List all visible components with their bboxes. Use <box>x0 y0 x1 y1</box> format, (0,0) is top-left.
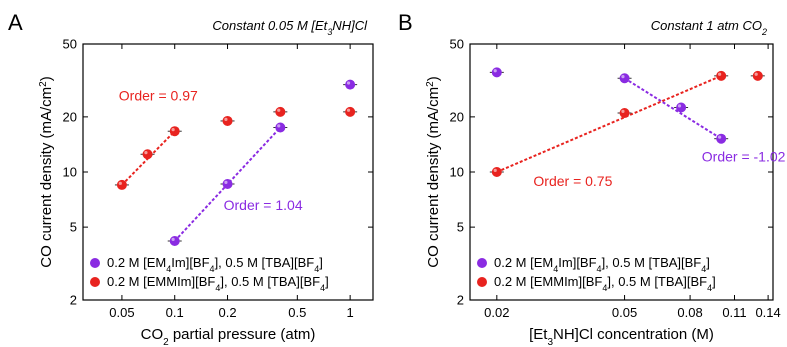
order-label: Order = -1.02 <box>702 149 786 165</box>
y-axis-title: CO current density (mA/cm2) <box>425 76 443 267</box>
data-point <box>275 122 286 133</box>
data-point <box>619 73 630 84</box>
data-point-highlight <box>677 104 682 108</box>
panel-b: B Constant 1 atm CO2 0.02 0.05 0.08 0.11 0.14 2… <box>398 10 786 347</box>
data-point <box>169 126 180 137</box>
series-purple: Order = -1.02 <box>489 67 786 165</box>
x-tick-label: 0.5 <box>288 305 306 320</box>
x-axis-title: [Et3NH]Cl concentration (M) <box>529 326 714 347</box>
data-point <box>752 70 763 81</box>
fit-line <box>624 77 722 140</box>
data-point-highlight <box>493 69 497 73</box>
data-point <box>275 106 286 117</box>
data-point-highlight <box>346 108 351 112</box>
y-tick-label: 2 <box>70 293 77 308</box>
legend-marker <box>477 277 487 287</box>
x-tick-label: 0.1 <box>166 305 184 320</box>
panel-letter: B <box>398 10 413 35</box>
order-label: Order = 0.75 <box>533 173 612 189</box>
x-tick-label: 0.11 <box>722 305 746 320</box>
data-point <box>491 167 502 177</box>
series-purple: Order = 1.04 <box>167 79 358 246</box>
order-label: Order = 0.97 <box>119 88 198 104</box>
data-point-highlight <box>118 181 122 185</box>
data-point-highlight <box>171 237 175 241</box>
data-point-highlight <box>493 168 497 172</box>
series-red: Order = 0.75 <box>489 70 765 189</box>
x-tick-label: 0.02 <box>484 305 509 320</box>
data-point <box>345 106 356 117</box>
x-tick-label: 1 <box>347 305 354 320</box>
y-tick-label: 20 <box>63 109 77 124</box>
data-point-highlight <box>277 124 281 128</box>
legend-marker <box>477 258 487 268</box>
data-point <box>222 115 233 126</box>
data-point-highlight <box>144 151 148 155</box>
data-point-highlight <box>224 180 228 184</box>
y-tick-label: 20 <box>450 109 464 124</box>
x-tick-label: 0.08 <box>677 305 702 320</box>
data-point <box>222 178 233 189</box>
data-point-highlight <box>717 72 722 76</box>
order-label: Order = 1.04 <box>224 197 303 213</box>
legend-label: 0.2 M [EMMIm][BF4], 0.5 M [TBA][BF4] <box>494 274 716 293</box>
legend-label: 0.2 M [EM4Im][BF4], 0.5 M [TBA][BF4] <box>494 255 710 274</box>
x-tick-label: 0.14 <box>755 305 780 320</box>
x-tick-label: 0.05 <box>612 305 637 320</box>
data-point <box>116 179 127 190</box>
data-point-highlight <box>277 108 281 112</box>
data-point <box>169 235 180 246</box>
data-point-highlight <box>171 128 175 132</box>
panel-a: A Constant 0.05 M [Et3NH]Cl 0.05 0.1 0.2 0.5 1… <box>8 10 374 347</box>
y-tick-label: 5 <box>70 220 77 235</box>
x-tick-label: 0.05 <box>109 305 134 320</box>
panel-condition-title: Constant 1 atm CO2 <box>651 18 767 37</box>
y-tick-label: 10 <box>450 165 464 180</box>
data-point-highlight <box>346 81 351 85</box>
data-point <box>716 70 727 81</box>
legend-marker <box>90 258 100 268</box>
data-point <box>716 133 727 144</box>
x-axis-title: CO2 partial pressure (atm) <box>141 326 316 347</box>
panel-letter: A <box>8 10 23 35</box>
y-tick-label: 50 <box>63 37 77 52</box>
data-point-highlight <box>717 135 722 139</box>
legend-marker <box>90 277 100 287</box>
legend-label: 0.2 M [EM4Im][BF4], 0.5 M [TBA][BF4] <box>107 255 323 274</box>
x-tick-label: 0.2 <box>218 305 236 320</box>
fit-line <box>496 74 722 173</box>
data-point <box>142 149 153 160</box>
series-red: Order = 0.97 <box>114 88 358 190</box>
data-point-highlight <box>621 109 625 113</box>
data-point <box>345 79 356 90</box>
data-point-highlight <box>754 72 758 76</box>
y-tick-label: 5 <box>457 220 464 235</box>
y-tick-label: 2 <box>457 293 464 308</box>
y-tick-label: 10 <box>63 165 77 180</box>
y-tick-label: 50 <box>450 37 464 52</box>
data-point-highlight <box>621 75 625 79</box>
legend-label: 0.2 M [EMMIm][BF4], 0.5 M [TBA][BF4] <box>107 274 329 293</box>
data-point <box>619 107 630 118</box>
data-point <box>676 102 687 113</box>
panel-condition-title: Constant 0.05 M [Et3NH]Cl <box>212 18 368 37</box>
y-axis-title: CO current density (mA/cm2) <box>38 76 56 267</box>
data-point <box>491 67 502 78</box>
data-point-highlight <box>224 117 228 121</box>
